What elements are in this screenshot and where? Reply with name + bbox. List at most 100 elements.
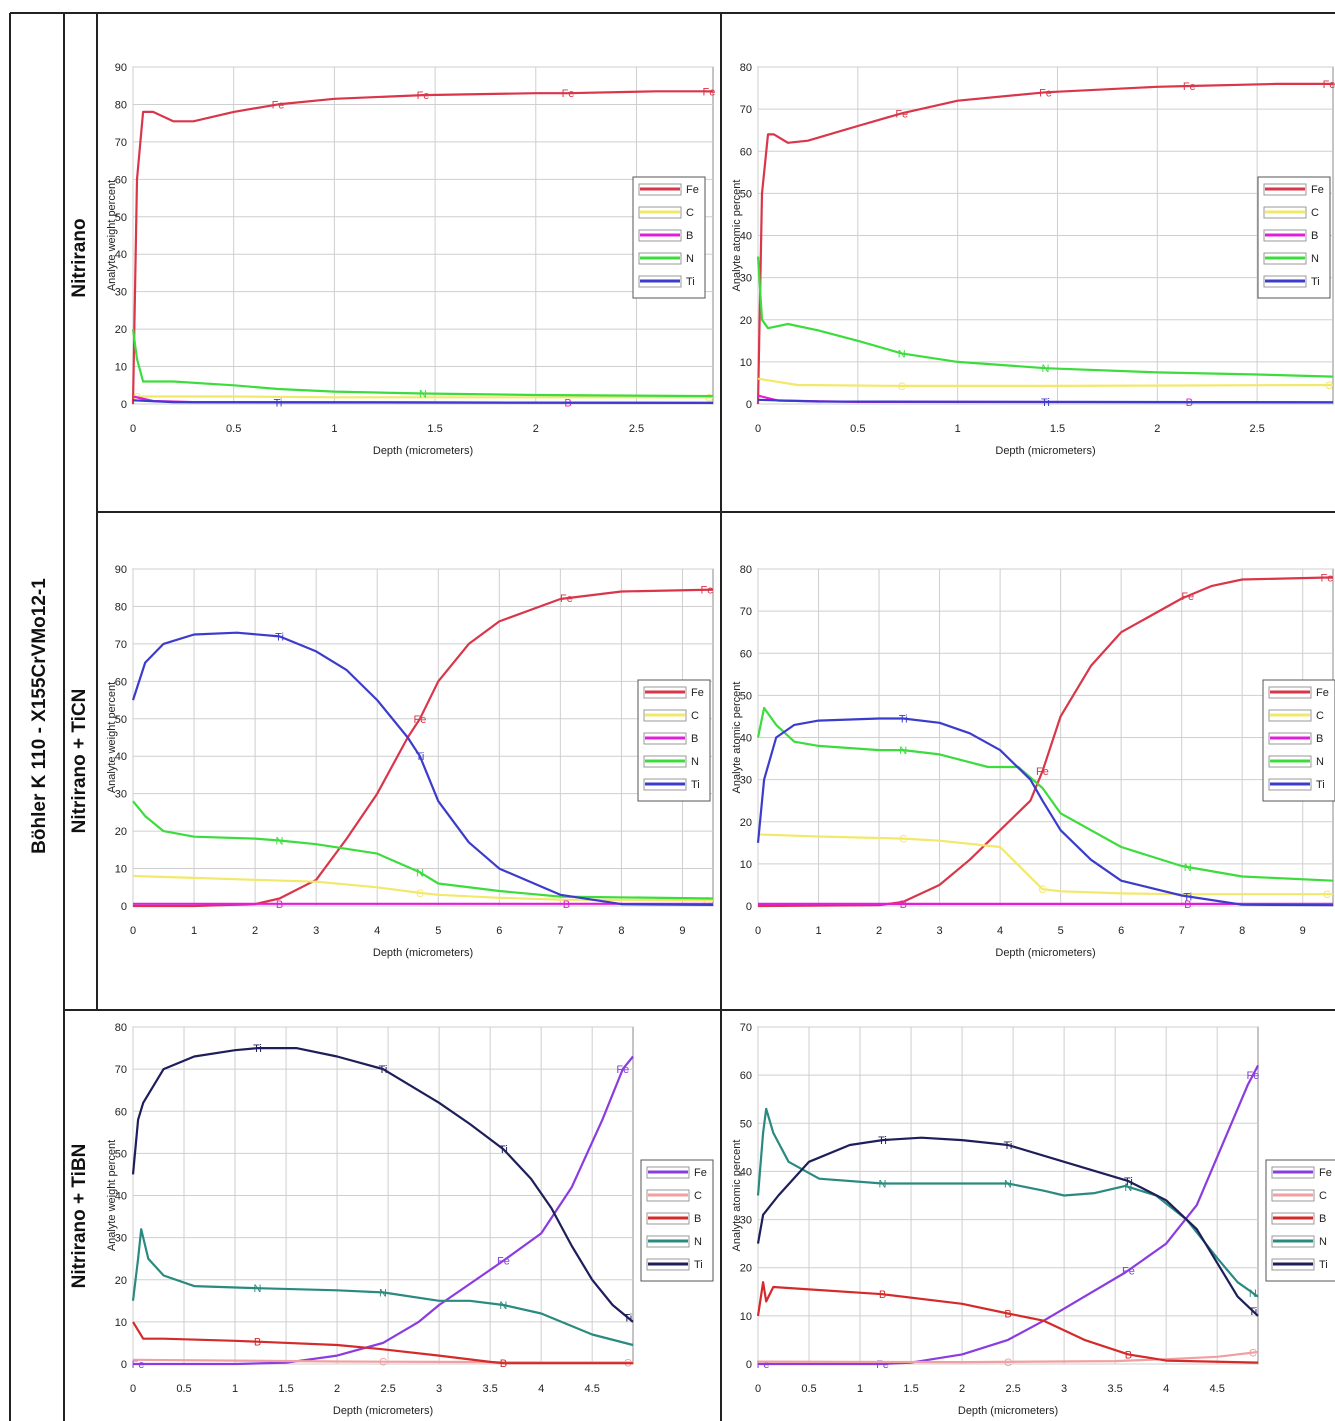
series-marker-N: N	[276, 835, 284, 847]
series-marker-Fe: Fe	[272, 99, 285, 111]
x-tick-label: 1	[331, 423, 337, 435]
x-tick-label: 0	[130, 1383, 136, 1395]
legend-label-B: B	[694, 1213, 701, 1225]
series-marker-B: B	[563, 899, 570, 911]
series-marker-Ti: Ti	[1041, 397, 1050, 409]
series-line-B	[756, 1281, 1259, 1364]
series-marker-B: B	[879, 1289, 886, 1301]
legend-label-N: N	[691, 756, 699, 768]
series-marker-B: B	[900, 899, 907, 911]
x-tick-label: 1.5	[903, 1383, 918, 1395]
x-tick-label: 9	[1300, 925, 1306, 937]
y-tick-label: 10	[115, 362, 127, 374]
x-axis-label: Depth (micrometers)	[333, 1405, 433, 1417]
y-axis-label: Analyte atomic percent	[731, 180, 743, 292]
x-tick-label: 2	[1154, 423, 1160, 435]
legend-label-C: C	[694, 1190, 702, 1202]
x-tick-label: 4	[997, 925, 1003, 937]
y-tick-label: 90	[115, 62, 127, 74]
series-marker-C: C	[1004, 1357, 1012, 1369]
y-tick-label: 70	[740, 1022, 752, 1034]
y-tick-label: 40	[115, 1191, 127, 1203]
x-tick-label: 0	[755, 925, 761, 937]
y-tick-label: 20	[740, 315, 752, 327]
y-tick-label: 40	[115, 249, 127, 261]
legend-label-Ti: Ti	[1316, 779, 1325, 791]
y-tick-label: 60	[115, 676, 127, 688]
x-tick-label: 1	[815, 925, 821, 937]
legend-label-B: B	[1311, 230, 1318, 242]
x-tick-label: 5	[1058, 925, 1064, 937]
y-tick-label: 30	[740, 273, 752, 285]
x-tick-label: 0.5	[176, 1383, 191, 1395]
x-tick-label: 8	[1239, 925, 1245, 937]
y-tick-label: 40	[740, 231, 752, 243]
series-marker-Ti: Ti	[275, 631, 284, 643]
x-tick-label: 3	[436, 1383, 442, 1395]
x-tick-label: 3	[937, 925, 943, 937]
plot-area	[132, 568, 714, 907]
y-tick-label: 0	[746, 399, 752, 411]
y-tick-label: 50	[740, 188, 752, 200]
series-marker-Fe: Fe	[414, 714, 427, 726]
series-line-Ti	[757, 398, 1334, 404]
x-tick-label: 0	[130, 423, 136, 435]
y-axis-label: Analyte weight percent	[106, 180, 118, 291]
series-line-Fe	[131, 90, 713, 405]
x-tick-label: 2.5	[380, 1383, 395, 1395]
y-tick-label: 40	[115, 751, 127, 763]
x-tick-label: 5	[435, 925, 441, 937]
x-tick-label: 1	[857, 1383, 863, 1395]
y-tick-label: 0	[121, 1359, 127, 1371]
y-tick-label: 60	[115, 174, 127, 186]
series-marker-N: N	[1249, 1288, 1257, 1300]
x-tick-label: 0.5	[801, 1383, 816, 1395]
y-tick-label: 0	[121, 901, 127, 913]
series-marker-N: N	[1124, 1182, 1132, 1194]
series-line-N	[756, 706, 1334, 882]
x-tick-label: 8	[618, 925, 624, 937]
x-tick-label: 2	[959, 1383, 965, 1395]
series-marker-Fe: Fe	[1181, 591, 1194, 603]
series-marker-N: N	[499, 1300, 507, 1312]
y-tick-label: 50	[115, 212, 127, 224]
x-tick-label: 4	[1163, 1383, 1169, 1395]
y-tick-label: 10	[740, 1311, 752, 1323]
series-line-C	[133, 395, 713, 399]
y-tick-label: 90	[115, 564, 127, 576]
y-tick-label: 10	[115, 864, 127, 876]
y-axis-label: Analyte weight percent	[106, 1140, 118, 1251]
y-tick-label: 20	[115, 826, 127, 838]
legend-label-N: N	[694, 1236, 702, 1248]
x-tick-label: 2	[876, 925, 882, 937]
legend-label-Fe: Fe	[1316, 687, 1329, 699]
series-marker-Fe: Fe	[1246, 1070, 1259, 1082]
series-marker-Fe: Fe	[417, 90, 430, 102]
y-tick-label: 80	[115, 99, 127, 111]
legend-label-Ti: Ti	[1319, 1259, 1328, 1271]
legend-label-Ti: Ti	[1311, 276, 1320, 288]
series-marker-Fe: Fe	[616, 1064, 629, 1076]
x-tick-label: 6	[1118, 925, 1124, 937]
plot-area	[757, 1026, 1259, 1365]
series-marker-C: C	[379, 1357, 387, 1369]
y-tick-label: 60	[740, 648, 752, 660]
series-marker-Fe: Fe	[560, 593, 573, 605]
series-line-C	[132, 874, 714, 902]
legend-label-B: B	[1319, 1213, 1326, 1225]
series-marker-Ti: Ti	[624, 1313, 633, 1325]
y-tick-label: 10	[740, 357, 752, 369]
series-marker-Fe: Fe	[1039, 87, 1052, 99]
y-tick-label: 10	[740, 859, 752, 871]
series-marker-B: B	[276, 899, 283, 911]
y-axis-label: Analyte atomic percent	[731, 682, 743, 794]
series-marker-Ti: Ti	[379, 1064, 388, 1076]
x-tick-label: 1	[232, 1383, 238, 1395]
series-marker-Ti: Ti	[1004, 1140, 1013, 1152]
x-tick-label: 2.5	[1249, 423, 1264, 435]
y-tick-label: 80	[115, 601, 127, 613]
x-tick-label: 3.5	[482, 1383, 497, 1395]
